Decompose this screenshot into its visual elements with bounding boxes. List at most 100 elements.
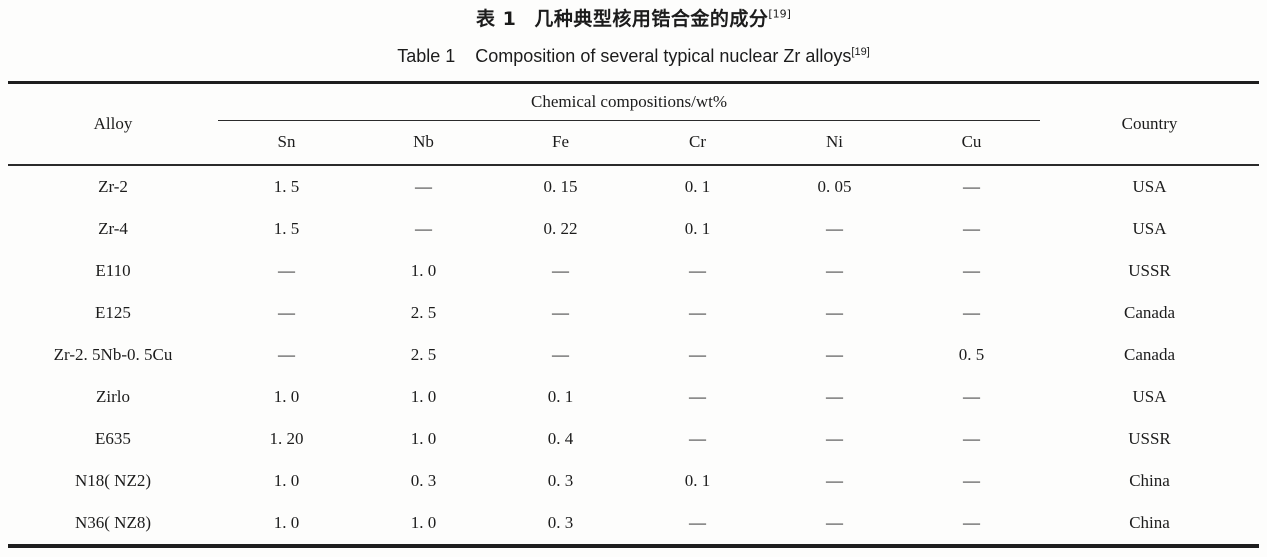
cell-nb: 0. 3 (410, 470, 437, 490)
table-row: Zr-2. 5Nb-0. 5Cu — 2. 5 — — — 0. 5 Canad… (8, 334, 1259, 376)
cell-nb: 1. 0 (410, 260, 437, 280)
cell-ni: — (826, 218, 843, 238)
header-element-cr: Cr (629, 120, 766, 166)
cell-cr: — (689, 344, 706, 364)
cell-fe: 0. 1 (547, 386, 574, 406)
cell-alloy: E125 (95, 302, 131, 322)
cell-country: USSR (1128, 428, 1171, 448)
table-title-cn-text: 几种典型核用锆合金的成分 (534, 8, 769, 30)
cell-sn: — (278, 302, 295, 322)
table-title-en-text: Composition of several typical nuclear Z… (475, 46, 852, 66)
cell-fe: — (552, 260, 569, 280)
cell-ni: — (826, 386, 843, 406)
cell-nb: 2. 5 (410, 344, 437, 364)
table-container: Alloy Chemical compositions/wt% Country … (8, 81, 1260, 548)
cell-ni: — (826, 302, 843, 322)
cell-cr: — (689, 260, 706, 280)
table-header: Alloy Chemical compositions/wt% Country … (8, 82, 1260, 166)
table-titles: 表 1 几种典型核用锆合金的成分[19] Table 1 Composition o… (0, 0, 1267, 68)
cell-cr: — (689, 386, 706, 406)
table-title-english: Table 1 Composition of several typical nu… (0, 44, 1267, 68)
cell-sn: 1. 0 (273, 512, 300, 532)
cell-alloy: Zr-2 (98, 176, 128, 196)
cell-fe: 0. 4 (547, 428, 574, 448)
cell-fe: 0. 15 (543, 176, 578, 196)
cell-cu: — (963, 512, 980, 532)
table-number-cn: 表 1 (476, 8, 517, 30)
cell-alloy: Zr-4 (98, 218, 128, 238)
cell-sn: — (278, 260, 295, 280)
cell-ni: — (826, 344, 843, 364)
header-element-nb: Nb (355, 120, 492, 166)
header-group-row: Alloy Chemical compositions/wt% Country (8, 82, 1260, 166)
reference-superscript: [19] (768, 7, 791, 21)
cell-sn: 1. 5 (273, 176, 300, 196)
table-title-chinese: 表 1 几种典型核用锆合金的成分[19] (0, 7, 1267, 31)
cell-cu: 0. 5 (958, 344, 985, 364)
header-element-sn: Sn (218, 120, 355, 166)
header-element-ni: Ni (766, 120, 903, 166)
header-chemical-compositions: Chemical compositions/wt% (218, 82, 1041, 121)
cell-sn: 1. 20 (269, 428, 304, 448)
cell-alloy: N36( NZ8) (74, 512, 151, 532)
header-alloy: Alloy (8, 82, 218, 166)
table-row: Zr-2 1. 5 — 0. 15 0. 1 0. 05 — USA (8, 165, 1259, 208)
cell-country: Canada (1124, 344, 1175, 364)
cell-country: Canada (1124, 302, 1175, 322)
cell-alloy: E110 (95, 260, 131, 280)
cell-nb: — (415, 218, 432, 238)
cell-fe: — (552, 344, 569, 364)
cell-fe: 0. 22 (543, 218, 578, 238)
cell-ni: 0. 05 (817, 176, 852, 196)
cell-nb: 1. 0 (410, 428, 437, 448)
cell-country: China (1129, 470, 1170, 490)
cell-sn: 1. 5 (273, 218, 300, 238)
cell-cr: — (689, 302, 706, 322)
cell-country: USA (1132, 218, 1167, 238)
cell-sn: 1. 0 (273, 386, 300, 406)
table-body: Zr-2 1. 5 — 0. 15 0. 1 0. 05 — USA Zr-4 … (8, 165, 1259, 546)
table-row: Zr-4 1. 5 — 0. 22 0. 1 — — USA (8, 208, 1259, 250)
cell-ni: — (826, 470, 843, 490)
cell-cu: — (963, 386, 980, 406)
cell-cu: — (963, 302, 980, 322)
cell-alloy: N18( NZ2) (74, 470, 151, 490)
table-row: N36( NZ8) 1. 0 1. 0 0. 3 — — — China (8, 502, 1259, 546)
cell-country: China (1129, 512, 1170, 532)
cell-ni: — (826, 512, 843, 532)
cell-country: USSR (1128, 260, 1171, 280)
table-row: E635 1. 20 1. 0 0. 4 — — — USSR (8, 418, 1259, 460)
cell-sn: — (278, 344, 295, 364)
cell-cu: — (963, 470, 980, 490)
cell-alloy: Zirlo (96, 386, 130, 406)
cell-nb: 1. 0 (410, 386, 437, 406)
table-row: E110 — 1. 0 — — — — USSR (8, 250, 1259, 292)
cell-fe: 0. 3 (547, 512, 574, 532)
cell-cu: — (963, 176, 980, 196)
cell-alloy: Zr-2. 5Nb-0. 5Cu (53, 344, 173, 364)
reference-superscript: [19] (851, 46, 870, 58)
cell-fe: — (552, 302, 569, 322)
cell-nb: — (415, 176, 432, 196)
table-number-en: Table 1 (397, 46, 456, 66)
cell-nb: 2. 5 (410, 302, 437, 322)
header-element-fe: Fe (492, 120, 629, 166)
table-row: Zirlo 1. 0 1. 0 0. 1 — — — USA (8, 376, 1259, 418)
cell-cu: — (963, 218, 980, 238)
header-element-cu: Cu (903, 120, 1041, 166)
cell-country: USA (1132, 176, 1167, 196)
cell-cu: — (963, 260, 980, 280)
cell-fe: 0. 3 (547, 470, 574, 490)
header-elements-row: Sn Nb Fe Cr Ni Cu (8, 120, 1259, 166)
cell-ni: — (826, 428, 843, 448)
header-country: Country (1040, 82, 1260, 166)
cell-nb: 1. 0 (410, 512, 437, 532)
table-row: N18( NZ2) 1. 0 0. 3 0. 3 0. 1 — — China (8, 460, 1259, 502)
cell-cr: 0. 1 (684, 218, 711, 238)
cell-cr: 0. 1 (684, 176, 711, 196)
cell-ni: — (826, 260, 843, 280)
cell-cr: 0. 1 (684, 470, 711, 490)
cell-cr: — (689, 428, 706, 448)
cell-alloy: E635 (95, 428, 131, 448)
